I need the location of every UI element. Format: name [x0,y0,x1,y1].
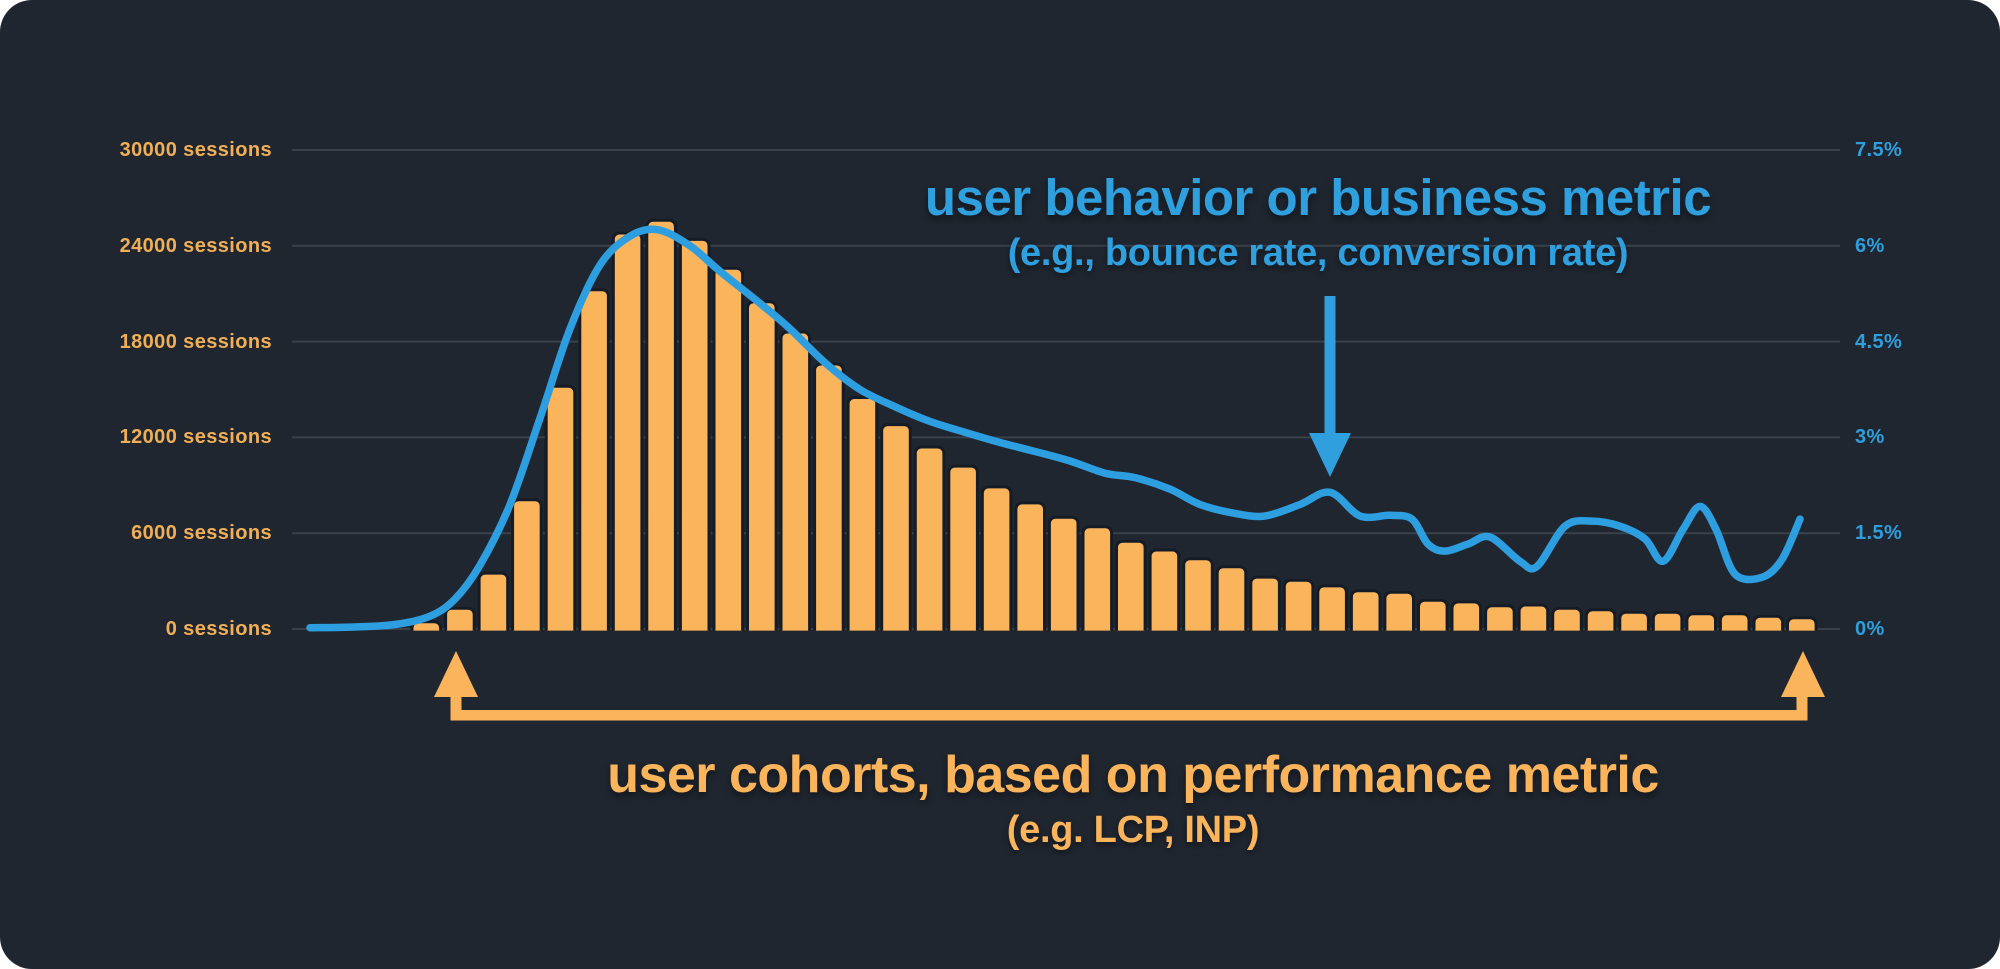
left-axis-tick-24000: 24000 sessions [119,235,272,257]
histogram-bar-0 [410,620,443,631]
left-axis-tick-12000: 12000 sessions [119,426,272,448]
right-axis-tick-4-5pct: 4.5% [1855,331,1903,353]
histogram-bar-16 [947,464,979,631]
histogram-bar-27 [1316,584,1348,631]
annotation-behavior-subtitle: (e.g., bounce rate, conversion rate) [1007,232,1629,274]
histogram-bar-33 [1517,603,1550,631]
annotation-cohorts: user cohorts, based on performance metri… [433,744,1833,854]
histogram-bar-21 [1115,539,1147,631]
histogram-bar-4 [544,384,577,631]
histogram-bar-31 [1450,600,1483,631]
annotation-behavior-title: user behavior or business metric [924,169,1712,226]
histogram-bar-17 [980,485,1013,631]
histogram-bar-15 [913,445,946,631]
histogram-bar-39 [1718,612,1751,631]
right-axis-tick-1-5pct: 1.5% [1855,522,1903,544]
annotation-cohorts-title: user cohorts, based on performance metri… [607,746,1659,804]
histogram-bar-19 [1047,515,1080,631]
histogram-bar-29 [1383,590,1415,631]
histogram-bar-12 [813,362,845,631]
histogram-bar-36 [1618,610,1650,631]
histogram-bar-41 [1786,616,1818,631]
cohort-bracket [450,695,1808,721]
histogram-bar-32 [1484,604,1516,631]
histogram-bar-1 [444,606,476,631]
histogram-bar-22 [1148,548,1181,631]
histogram-bar-25 [1249,575,1281,631]
right-axis-tick-6pct: 6% [1855,235,1885,257]
annotation-cohorts-subtitle: (e.g. LCP, INP) [1006,809,1260,851]
right-axis-tick-3pct: 3% [1855,426,1885,448]
histogram-bar-8 [678,237,711,631]
left-axis-tick-18000: 18000 sessions [119,331,272,353]
histogram-bar-7 [645,218,677,631]
behavior-metric-line [306,225,1804,632]
histogram-bar-5 [578,288,610,631]
left-axis-tick-0: 0 sessions [165,618,272,640]
left-axis-tick-30000: 30000 sessions [119,139,272,161]
histogram-bar-26 [1282,578,1315,631]
histogram-bar-24 [1215,565,1248,631]
histogram-bar-37 [1651,610,1684,631]
histogram-bar-10 [746,300,778,631]
annotation-behavior-metric: user behavior or business metric (e.g., … [818,166,1818,276]
histogram-bar-30 [1417,598,1449,631]
histogram-bar-9 [712,266,745,631]
right-axis-tick-7-5pct: 7.5% [1855,139,1903,161]
left-axis-tick-6000: 6000 sessions [131,522,272,544]
behavior-annotation-arrow-icon [1309,296,1351,477]
histogram-bar-23 [1182,557,1214,631]
histogram-bar-28 [1349,589,1382,631]
histogram-bar-6 [611,231,644,631]
cohort-bracket-right-arrow-icon [1781,651,1825,697]
histogram-bar-40 [1752,614,1785,631]
histogram-bar-13 [846,396,879,631]
histogram-bars [410,218,1818,631]
cohort-bracket-left-arrow-icon [434,651,478,697]
histogram-bar-3 [511,498,543,631]
histogram-bar-38 [1685,612,1717,631]
histogram-bar-11 [779,330,812,631]
histogram-bar-35 [1584,608,1617,631]
histogram-bar-20 [1081,525,1114,631]
right-axis-tick-0pct: 0% [1855,618,1885,640]
histogram-bar-14 [880,423,912,631]
histogram-bar-2 [477,571,510,631]
histogram-bar-18 [1014,501,1046,631]
histogram-bar-34 [1551,606,1583,631]
